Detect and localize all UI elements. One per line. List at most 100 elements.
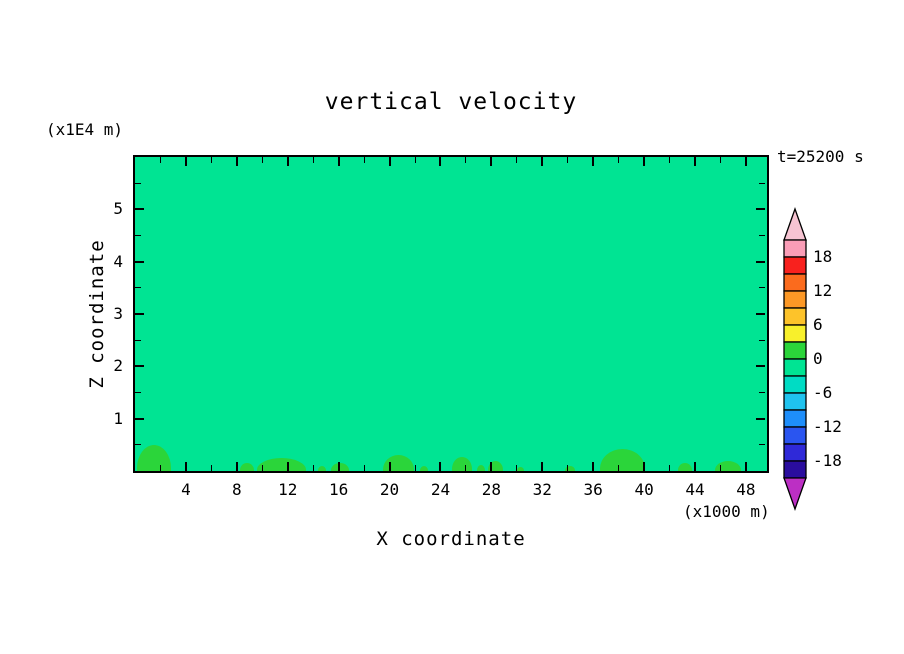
updraft-contour-blob: [715, 461, 741, 471]
x-minor-tick: [261, 157, 263, 163]
updraft-contour-blob: [318, 466, 326, 471]
x-minor-tick: [516, 465, 518, 471]
x-minor-tick: [159, 465, 161, 471]
x-major-tick: [439, 462, 442, 471]
x-minor-tick: [618, 465, 620, 471]
x-major-tick: [388, 157, 391, 166]
x-major-tick: [592, 157, 595, 166]
x-major-tick: [490, 462, 493, 471]
y-major-tick: [135, 417, 144, 420]
updraft-contour-blob: [677, 463, 692, 471]
y-minor-tick: [759, 287, 765, 289]
x-major-tick: [184, 157, 187, 166]
x-major-tick: [643, 157, 646, 166]
y-axis-unit: (x1E4 m): [46, 120, 124, 139]
updraft-contour-blob: [565, 466, 576, 471]
chart-title: vertical velocity: [324, 89, 578, 115]
x-major-tick: [439, 157, 442, 166]
y-minor-tick: [135, 182, 141, 184]
x-minor-tick: [719, 465, 721, 471]
x-major-tick: [235, 157, 238, 166]
x-minor-tick: [312, 465, 314, 471]
colorbar-tick-label: -12: [813, 417, 842, 436]
time-label: t=25200 s: [777, 147, 864, 166]
x-tick-label: 16: [328, 480, 349, 499]
y-major-tick: [756, 417, 765, 420]
y-major-tick: [135, 365, 144, 368]
updraft-contour-blob: [420, 466, 428, 471]
y-major-tick: [135, 208, 144, 211]
x-minor-tick: [159, 157, 161, 163]
x-major-tick: [235, 462, 238, 471]
y-tick-label: 3: [113, 304, 123, 323]
updraft-contour-blob: [516, 466, 525, 471]
y-minor-tick: [759, 235, 765, 236]
colorbar: [781, 207, 809, 511]
y-minor-tick: [135, 392, 141, 393]
x-major-tick: [541, 462, 544, 471]
y-minor-tick: [135, 287, 141, 289]
x-axis-label: X coordinate: [376, 528, 526, 550]
x-major-tick: [337, 462, 340, 471]
x-minor-tick: [618, 157, 620, 163]
y-tick-label: 4: [113, 251, 123, 271]
x-major-tick: [694, 462, 696, 471]
x-tick-label: 32: [532, 480, 552, 499]
x-tick-label: 44: [685, 480, 705, 499]
updraft-contour-blob: [451, 457, 473, 471]
y-major-tick: [756, 260, 765, 263]
x-minor-tick: [312, 157, 314, 163]
x-minor-tick: [669, 465, 671, 471]
x-minor-tick: [516, 157, 518, 163]
x-minor-tick: [465, 157, 467, 163]
y-major-tick: [135, 260, 144, 263]
x-tick-label: 20: [379, 480, 400, 499]
updraft-contour-blob: [240, 463, 254, 471]
x-major-tick: [490, 157, 493, 166]
x-major-tick: [592, 462, 595, 471]
colorbar-tick-label: 12: [813, 281, 833, 300]
x-tick-label: 8: [231, 480, 242, 499]
x-major-tick: [694, 157, 696, 166]
y-major-tick: [756, 313, 765, 315]
y-minor-tick: [759, 392, 765, 393]
y-tick-label: 5: [113, 199, 123, 219]
x-minor-tick: [414, 157, 416, 163]
colorbar-tick-label: 18: [813, 247, 833, 266]
x-minor-tick: [719, 157, 721, 163]
x-major-tick: [184, 462, 187, 471]
y-major-tick: [756, 208, 765, 211]
x-minor-tick: [567, 157, 569, 163]
y-minor-tick: [759, 339, 765, 341]
colorbar-tick-label: 0: [813, 349, 823, 368]
updraft-contour-blob: [383, 455, 414, 471]
x-tick-label: 48: [736, 480, 756, 499]
x-major-tick: [286, 462, 289, 471]
y-tick-label: 2: [113, 356, 123, 376]
y-major-tick: [135, 313, 144, 315]
x-major-tick: [541, 157, 544, 166]
y-minor-tick: [135, 339, 141, 341]
x-minor-tick: [414, 465, 416, 471]
x-major-tick: [388, 462, 391, 471]
updraft-contour-blob: [487, 461, 503, 471]
x-minor-tick: [210, 465, 212, 471]
x-tick-label: 12: [278, 480, 298, 499]
x-axis-unit: (x1000 m): [683, 502, 770, 521]
y-minor-tick: [759, 182, 765, 184]
x-minor-tick: [261, 465, 263, 471]
x-major-tick: [337, 157, 340, 166]
x-major-tick: [744, 157, 747, 166]
x-minor-tick: [567, 465, 569, 471]
x-major-tick: [643, 462, 646, 471]
x-minor-tick: [669, 157, 671, 163]
y-minor-tick: [135, 235, 141, 236]
x-tick-label: 40: [634, 480, 654, 499]
colorbar-tick-label: 6: [813, 315, 823, 334]
y-minor-tick: [135, 444, 141, 446]
x-minor-tick: [363, 465, 365, 471]
x-tick-label: 4: [181, 480, 191, 499]
x-major-tick: [286, 157, 289, 166]
updraft-contour-blob: [599, 449, 646, 471]
